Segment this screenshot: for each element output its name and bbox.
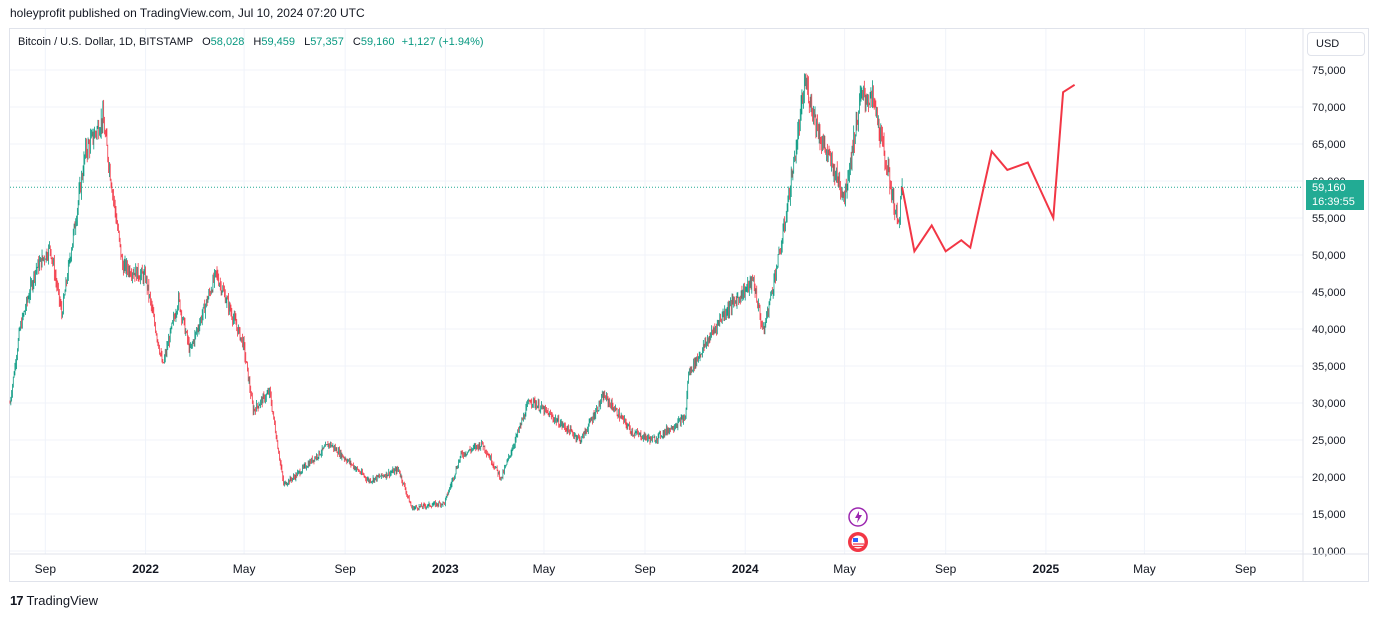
change-value: +1,127 (+1.94%) bbox=[401, 36, 484, 48]
event-markers bbox=[848, 507, 868, 552]
y-tick-label: 35,000 bbox=[1312, 361, 1346, 373]
currency-selector[interactable]: USD bbox=[1307, 32, 1365, 56]
x-tick-label: Sep bbox=[334, 562, 356, 576]
brand-name: TradingView bbox=[26, 593, 99, 608]
high-value: 59,459 bbox=[261, 36, 295, 48]
open-value: 58,028 bbox=[210, 36, 245, 48]
high-label: H bbox=[253, 36, 262, 48]
symbol-legend[interactable]: Bitcoin / U.S. Dollar, 1D, BITSTAMP O58,… bbox=[18, 36, 484, 48]
footer-brand[interactable]: 17 TradingView bbox=[10, 593, 98, 608]
chart-frame bbox=[9, 28, 1369, 582]
y-axis: 10,000 15,000 20,000 25,000 30,000 35,000 40,0… bbox=[1302, 29, 1346, 581]
open-label: O bbox=[202, 36, 211, 48]
flag-icon-canton bbox=[853, 538, 858, 542]
y-tick-label: 40,000 bbox=[1312, 324, 1346, 336]
y-tick-label: 75,000 bbox=[1312, 65, 1346, 77]
x-tick-label: May bbox=[233, 562, 256, 576]
x-tick-label: Sep bbox=[35, 562, 57, 576]
x-tick-label: May bbox=[833, 562, 856, 576]
x-tick-label: May bbox=[533, 562, 556, 576]
last-price-label: 59,160 16:39:55 bbox=[1306, 180, 1364, 210]
close-label: C bbox=[352, 36, 361, 48]
x-tick-label: May bbox=[1133, 562, 1156, 576]
low-value: 57,357 bbox=[310, 36, 344, 48]
grid-lines bbox=[10, 29, 1303, 554]
x-tick-label: 2022 bbox=[132, 562, 159, 576]
projection-line bbox=[901, 83, 1076, 254]
close-value: 59,160 bbox=[360, 36, 395, 48]
published-caption: holeyprofit published on TradingView.com… bbox=[10, 6, 365, 20]
tradingview-logo-icon: 17 bbox=[10, 593, 24, 608]
y-tick-label: 30,000 bbox=[1312, 398, 1346, 410]
y-tick-label: 10,000 bbox=[1312, 546, 1346, 558]
x-tick-label: Sep bbox=[935, 562, 957, 576]
x-axis: Sep 2022 May Sep 2023 May Sep 2024 May Sep 2025 May… bbox=[10, 553, 1368, 576]
x-tick-label: Sep bbox=[1235, 562, 1257, 576]
price-candles bbox=[9, 73, 903, 511]
x-tick-label: 2025 bbox=[1033, 562, 1060, 576]
y-tick-label: 55,000 bbox=[1312, 213, 1346, 225]
x-tick-label: 2023 bbox=[432, 562, 459, 576]
y-tick-label: 65,000 bbox=[1312, 139, 1346, 151]
y-tick-label: 15,000 bbox=[1312, 509, 1346, 521]
y-tick-label: 20,000 bbox=[1312, 472, 1346, 484]
x-tick-label: Sep bbox=[634, 562, 656, 576]
low-label: L bbox=[304, 36, 311, 48]
y-tick-label: 50,000 bbox=[1312, 250, 1346, 262]
y-tick-label: 25,000 bbox=[1312, 435, 1346, 447]
lightning-bolt-icon bbox=[855, 511, 862, 523]
last-price-value: 59,160 bbox=[1312, 182, 1346, 194]
bar-countdown: 16:39:55 bbox=[1312, 196, 1355, 208]
projection-layer bbox=[901, 83, 1076, 254]
x-tick-label: 2024 bbox=[732, 562, 759, 576]
y-tick-label: 45,000 bbox=[1312, 287, 1346, 299]
y-tick-label: 70,000 bbox=[1312, 102, 1346, 114]
symbol-name: Bitcoin / U.S. Dollar, 1D, BITSTAMP bbox=[18, 36, 194, 48]
